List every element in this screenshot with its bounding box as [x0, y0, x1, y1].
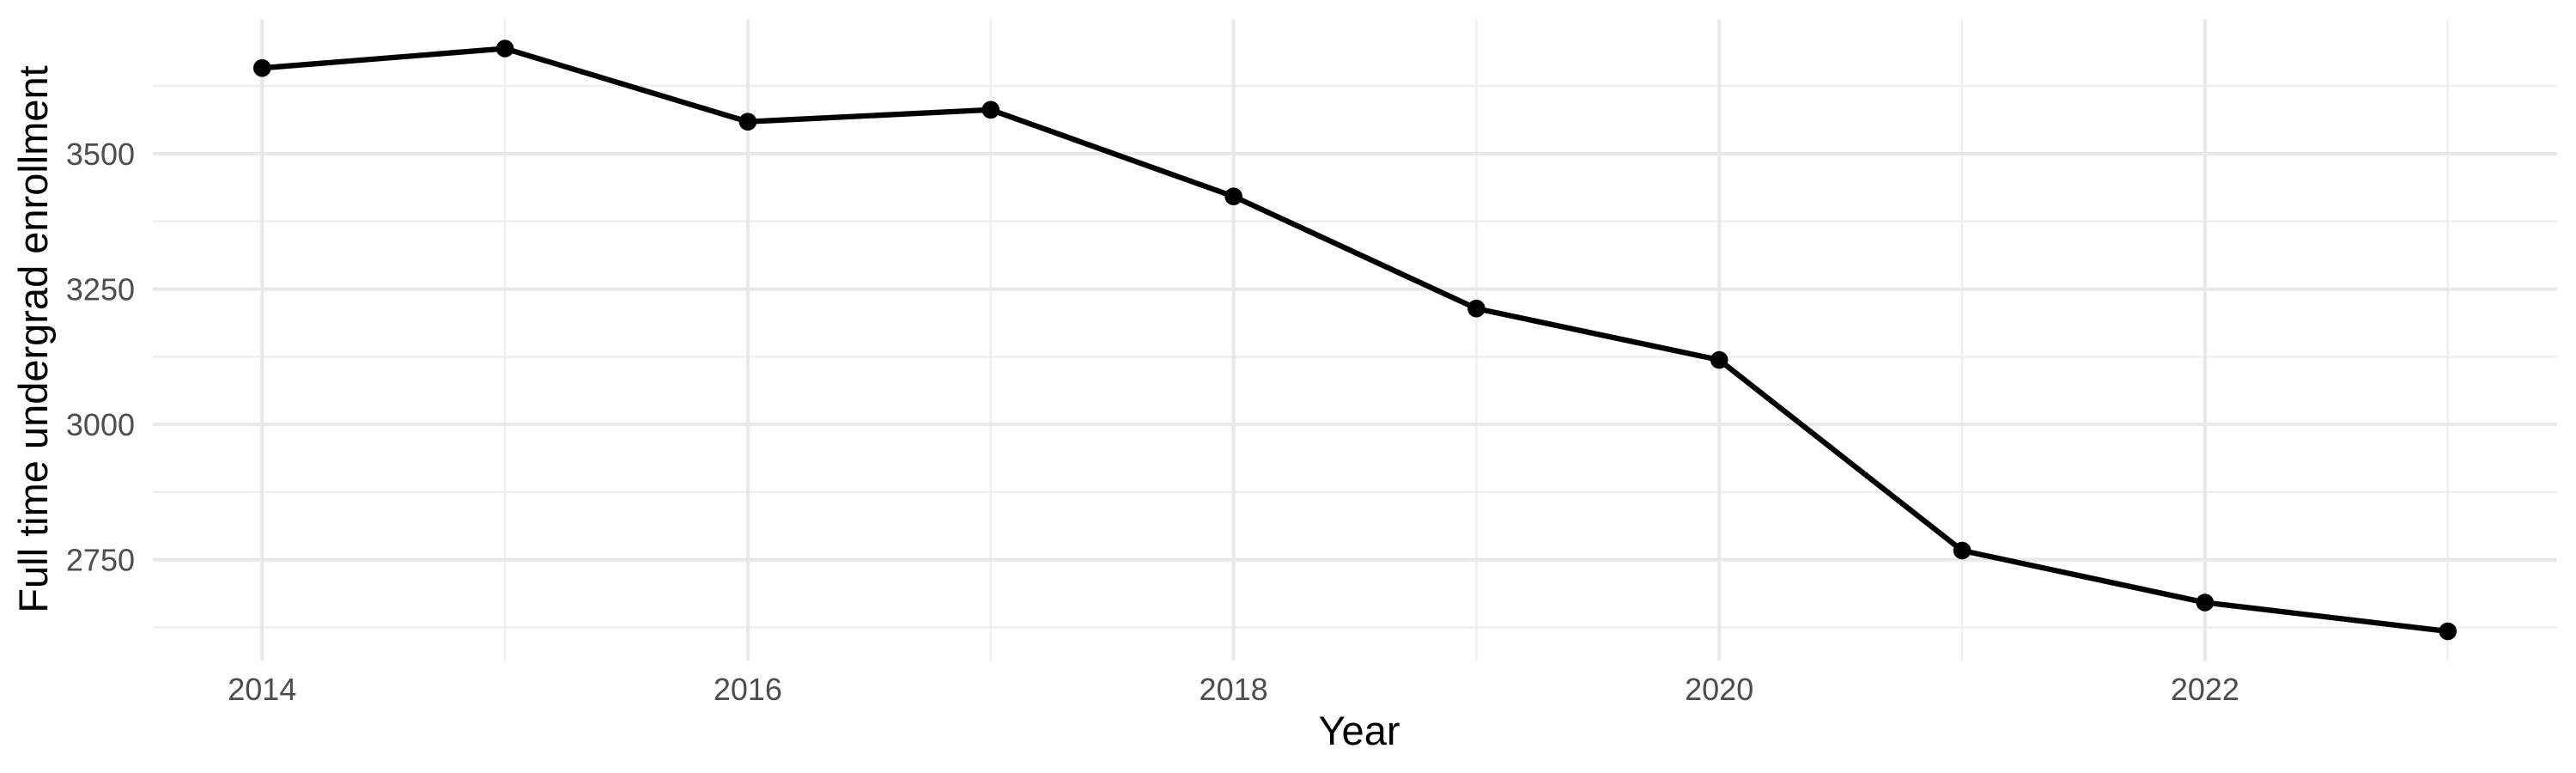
- enrollment-series: [253, 40, 2457, 641]
- x-axis-title: Year: [1319, 708, 1400, 753]
- x-tick-label: 2020: [1685, 672, 1753, 707]
- data-point-2022: [2196, 593, 2215, 612]
- data-point-2021: [1953, 541, 1971, 560]
- enrollment-line: [262, 46, 2449, 635]
- x-tick-label: 2022: [2171, 672, 2239, 707]
- data-point-2014: [253, 58, 271, 77]
- data-point-2023: [2439, 622, 2457, 641]
- y-axis-tick-labels: 2750 3000 3250 3500: [66, 137, 135, 578]
- y-tick-label: 2750: [66, 543, 135, 578]
- x-tick-label: 2016: [714, 672, 782, 707]
- y-tick-label: 3250: [66, 272, 135, 307]
- y-axis-title: Full time undergrad enrollment: [10, 65, 56, 612]
- gridlines-minor: [153, 19, 2557, 660]
- data-point-2018: [1224, 187, 1242, 205]
- x-tick-label: 2014: [228, 672, 296, 707]
- data-point-2020: [1710, 350, 1728, 369]
- x-tick-label: 2018: [1200, 672, 1268, 707]
- data-point-2017: [981, 100, 1000, 119]
- x-axis-tick-labels: 2014 2016 2018 2020 2022: [228, 672, 2239, 707]
- data-point-2016: [738, 113, 757, 131]
- gridlines-major: [153, 19, 2557, 660]
- data-point-2019: [1467, 299, 1485, 318]
- data-point-2015: [495, 40, 514, 58]
- y-tick-label: 3500: [66, 137, 135, 172]
- y-tick-label: 3000: [66, 407, 135, 442]
